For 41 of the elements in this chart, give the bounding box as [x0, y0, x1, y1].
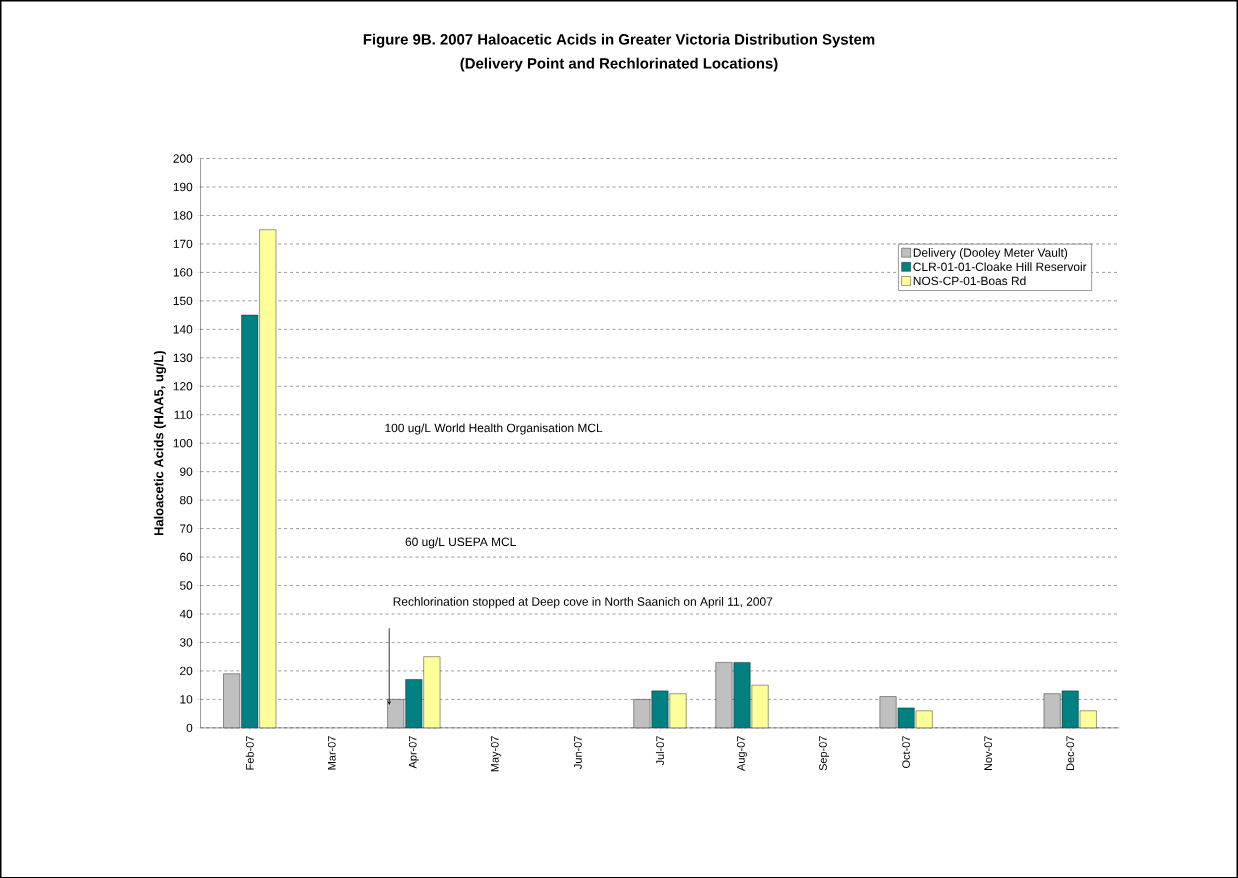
x-tick-label: Apr-07: [408, 735, 419, 769]
x-tick-label: May-07: [490, 735, 501, 772]
y-tick-label: 70: [180, 524, 193, 533]
y-tick-label: 30: [179, 638, 193, 647]
x-tick-label: Aug-07: [737, 735, 747, 771]
y-tick-label: 180: [173, 211, 193, 220]
y-tick-label: 120: [173, 381, 193, 391]
annotation: 100 ug/L World Health Organisation MCL: [385, 423, 603, 435]
legend-label: Delivery (Dooley Meter Vault): [913, 247, 1068, 260]
x-tick-label: Dec-07: [1066, 735, 1075, 770]
x-tick-label: Jul-07: [655, 735, 664, 766]
y-tick-label: 0: [186, 723, 193, 732]
annotation: 60 ug/L USEPA MCL: [405, 537, 516, 549]
y-tick-label: 90: [180, 467, 193, 476]
x-tick-label: Nov-07: [984, 735, 993, 770]
x-tick-label: Oct-07: [902, 735, 910, 768]
y-tick-label: 130: [173, 353, 193, 362]
y-tick-label: 50: [179, 581, 193, 590]
y-tick-label: 140: [173, 324, 193, 334]
legend-label: NOS-CP-01-Boas Rd: [913, 276, 1026, 285]
y-tick-label: 60: [180, 552, 193, 562]
y-tick-label: 40: [179, 609, 193, 619]
y-axis-title: Haloacetic Acids (HAA5, ug/L): [153, 350, 166, 535]
y-tick-label: 20: [180, 666, 193, 675]
x-tick-label: Mar-07: [327, 735, 336, 770]
x-tick-label: Feb-07: [245, 735, 254, 770]
x-tick-label: Sep-07: [819, 735, 829, 771]
y-tick-label: 170: [173, 239, 193, 248]
annotation: Rechlorination stopped at Deep cove in North Saanich on April 11, 2007: [393, 596, 773, 608]
y-tick-label: 80: [179, 495, 193, 505]
legend-label: CLR-01-01-Cloake Hill Reservoir: [913, 262, 1087, 271]
y-tick-label: 190: [173, 182, 193, 192]
x-tick-label: Jun-07: [574, 735, 582, 769]
y-tick-label: 110: [174, 410, 193, 419]
y-tick-label: 200: [173, 154, 193, 163]
chart-subtitle: (Delivery Point and Rechlorinated Locations): [460, 57, 778, 72]
chart-title: Figure 9B. 2007 Haloacetic Acids in Greater Victoria Distribution System: [363, 33, 875, 48]
y-tick-label: 160: [173, 267, 193, 277]
y-tick-label: 10: [180, 694, 193, 704]
y-tick-label: 150: [173, 296, 193, 305]
y-tick-label: 100: [173, 438, 193, 448]
